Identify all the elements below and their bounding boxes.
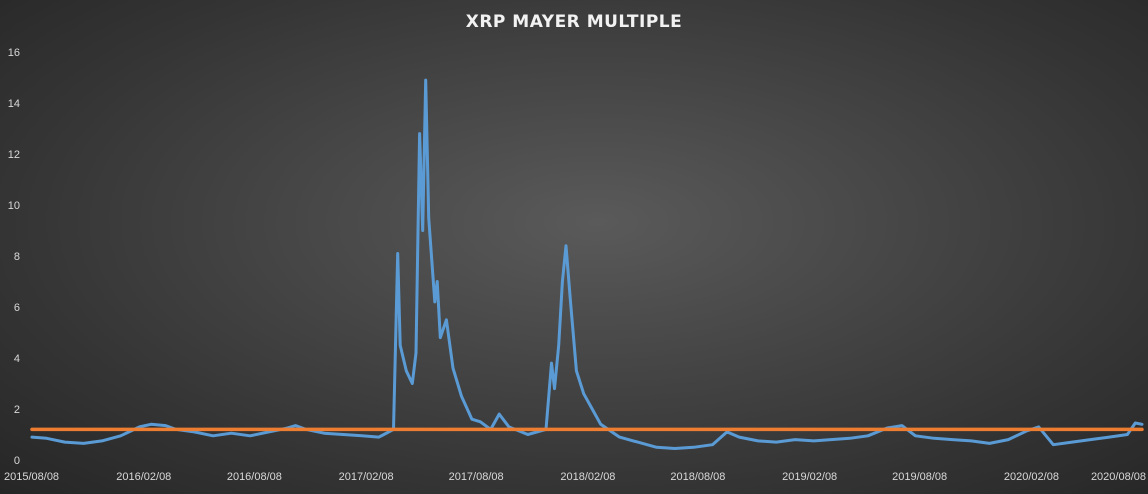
y-tick-label: 14	[8, 98, 20, 110]
x-tick-label: 2020/02/08	[1004, 471, 1059, 483]
y-tick-label: 2	[14, 404, 20, 416]
x-tick-label: 2016/02/08	[116, 471, 171, 483]
x-tick-label: 2016/08/08	[227, 471, 282, 483]
mayer-multiple-line	[30, 78, 1144, 450]
y-tick-label: 10	[8, 200, 20, 212]
x-tick-label: 2020/08/08	[1091, 471, 1146, 483]
y-tick-label: 6	[14, 302, 20, 314]
x-tick-label: 2019/08/08	[892, 471, 947, 483]
x-tick-label: 2017/02/08	[339, 471, 394, 483]
x-tick-label: 2015/08/08	[4, 471, 59, 483]
chart-title: XRP MAYER MULTIPLE	[465, 12, 683, 32]
y-tick-label: 8	[14, 251, 20, 263]
x-tick-label: 2018/02/08	[560, 471, 615, 483]
x-tick-label: 2018/08/08	[670, 471, 725, 483]
x-tick-label: 2019/02/08	[782, 471, 837, 483]
y-tick-label: 16	[8, 47, 20, 59]
y-tick-label: 0	[14, 455, 20, 467]
x-tick-label: 2017/08/08	[449, 471, 504, 483]
y-tick-label: 12	[8, 149, 20, 161]
y-tick-label: 4	[14, 353, 20, 365]
